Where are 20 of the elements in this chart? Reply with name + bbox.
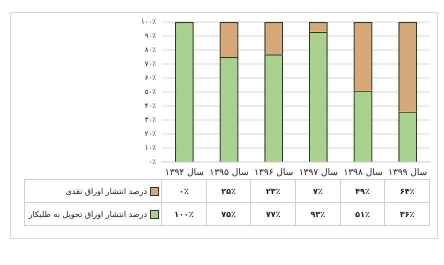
data-label: ۵۱٪	[340, 202, 386, 226]
legend-label: درصد انتشار اوراق تحویل به طلبکار	[28, 210, 148, 218]
data-label: ۷۵٪	[206, 202, 252, 226]
data-label: ۴۹٪	[340, 179, 386, 203]
data-label: ۹۳٪	[295, 202, 341, 226]
data-label: ۰٪	[161, 179, 207, 203]
x-tick-label: سال ۱۳۹۴	[164, 168, 204, 178]
data-label: ۲۵٪	[206, 179, 252, 203]
x-tick-label: سال ۱۳۹۹	[388, 168, 428, 178]
x-tick-label: سال ۱۳۹۸	[343, 168, 383, 178]
legend-label: درصد انتشار اوراق نقدی	[66, 186, 148, 196]
data-label: ۲۳٪	[250, 179, 296, 203]
x-tick-label: سال ۱۳۹۷	[298, 168, 338, 178]
data-label: ۷٪	[295, 179, 341, 203]
data-label: ۱۰۰٪	[161, 202, 207, 226]
x-tick-label: سال ۱۳۹۶	[254, 168, 294, 178]
data-label: ۷۷٪	[250, 202, 296, 226]
x-tick-label: سال ۱۳۹۵	[210, 168, 249, 178]
data-label: ۳۶٪	[384, 202, 430, 226]
data-label: ۶۴٪	[384, 179, 430, 203]
